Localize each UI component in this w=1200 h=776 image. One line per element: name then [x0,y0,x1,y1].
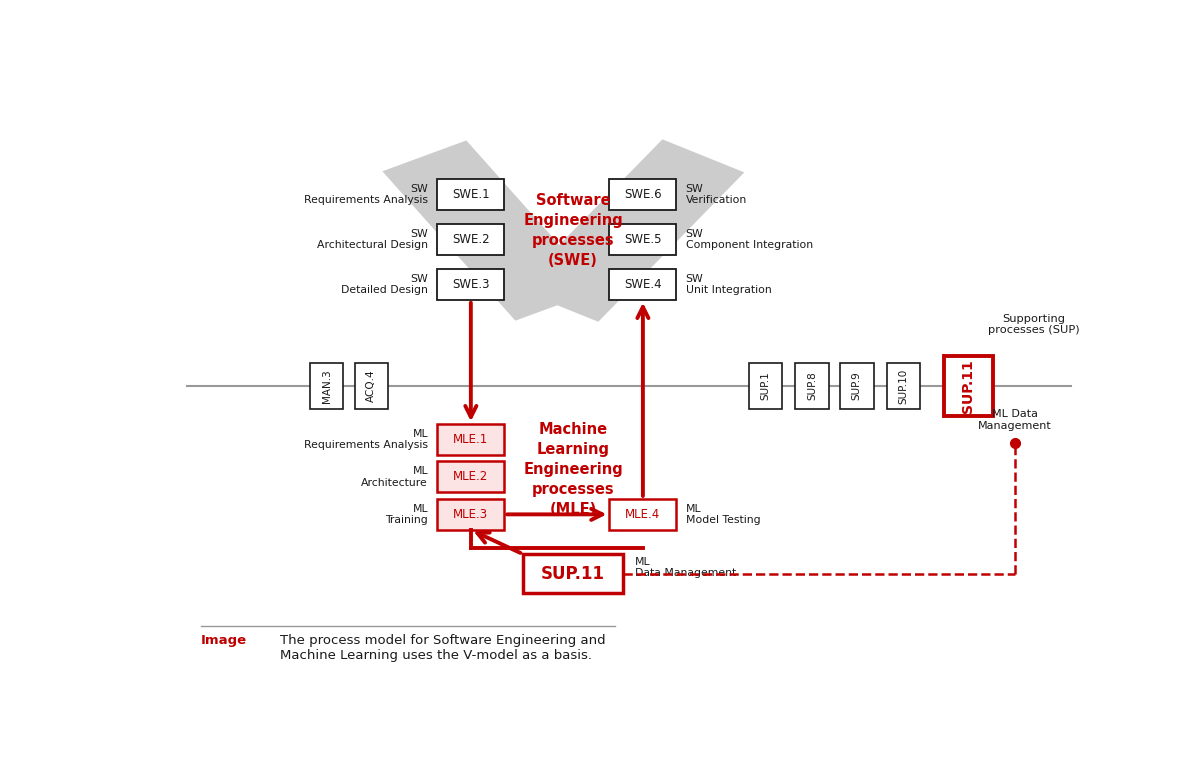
Polygon shape [516,140,744,322]
Text: ML
Requirements Analysis: ML Requirements Analysis [304,429,428,451]
Text: ML
Model Testing: ML Model Testing [685,504,761,525]
FancyBboxPatch shape [610,179,677,210]
FancyBboxPatch shape [437,424,504,456]
Text: MLE.2: MLE.2 [454,470,488,483]
Text: ML
Data Management: ML Data Management [635,556,736,578]
Text: SUP.11: SUP.11 [541,564,605,583]
Text: Image: Image [202,634,247,647]
Text: ML Data
Management: ML Data Management [978,409,1051,431]
Text: Machine
Learning
Engineering
processes
(MLE): Machine Learning Engineering processes (… [523,422,623,517]
Text: ACQ.4: ACQ.4 [366,369,377,402]
FancyBboxPatch shape [840,362,874,409]
Text: SUP.1: SUP.1 [761,372,770,400]
FancyBboxPatch shape [437,461,504,492]
Text: The process model for Software Engineering and
Machine Learning uses the V-model: The process model for Software Engineeri… [281,634,606,662]
Text: SWE.2: SWE.2 [452,233,490,246]
FancyBboxPatch shape [887,362,920,409]
Text: SW
Component Integration: SW Component Integration [685,229,812,251]
FancyBboxPatch shape [523,554,623,593]
Text: Software
Engineering
processes
(SWE): Software Engineering processes (SWE) [523,193,623,268]
Text: SWE.4: SWE.4 [624,278,661,291]
FancyBboxPatch shape [796,362,829,409]
FancyBboxPatch shape [310,362,343,409]
Text: MAN.3: MAN.3 [322,369,331,403]
FancyBboxPatch shape [610,224,677,255]
FancyBboxPatch shape [944,356,992,416]
Text: SUP.8: SUP.8 [808,372,817,400]
FancyBboxPatch shape [610,499,677,530]
FancyBboxPatch shape [355,362,388,409]
Text: SUP.11: SUP.11 [961,359,976,413]
FancyBboxPatch shape [749,362,782,409]
FancyBboxPatch shape [437,268,504,300]
Text: SWE.1: SWE.1 [452,189,490,201]
FancyBboxPatch shape [437,179,504,210]
Text: SW
Detailed Design: SW Detailed Design [341,273,428,295]
Text: ML
Architecture: ML Architecture [361,466,428,487]
Text: MLE.3: MLE.3 [454,508,488,521]
Text: SWE.6: SWE.6 [624,189,661,201]
Text: SW
Requirements Analysis: SW Requirements Analysis [304,184,428,206]
FancyBboxPatch shape [437,499,504,530]
Text: SWE.3: SWE.3 [452,278,490,291]
Text: SW
Unit Integration: SW Unit Integration [685,273,772,295]
Text: Supporting
processes (SUP): Supporting processes (SUP) [988,314,1079,335]
Text: MLE.1: MLE.1 [454,433,488,446]
Text: SUP.9: SUP.9 [852,372,862,400]
Text: SUP.10: SUP.10 [899,369,908,404]
Polygon shape [383,140,599,320]
Text: SW
Verification: SW Verification [685,184,746,206]
Text: SWE.5: SWE.5 [624,233,661,246]
Text: MLE.4: MLE.4 [625,508,660,521]
Text: SW
Architectural Design: SW Architectural Design [317,229,428,251]
Text: ML
Training: ML Training [385,504,428,525]
FancyBboxPatch shape [437,224,504,255]
FancyBboxPatch shape [610,268,677,300]
